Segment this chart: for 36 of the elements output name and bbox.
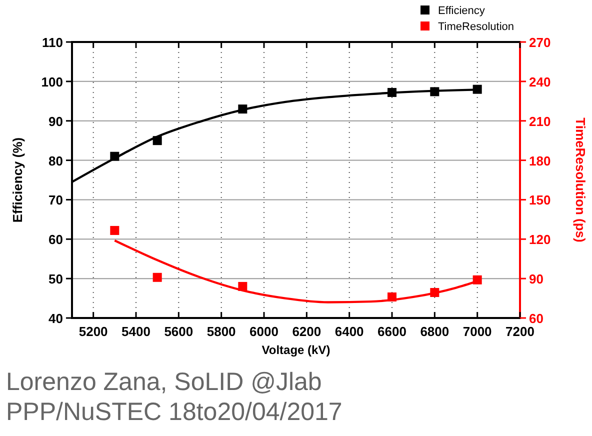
y-tick-label: 70	[48, 192, 63, 208]
x-axis-title: Voltage (kV)	[262, 343, 330, 357]
y-tick-label: 60	[48, 232, 63, 248]
x-tick-label: 7200	[506, 324, 534, 339]
y2-tick-label: 270	[529, 35, 551, 50]
x-tick-label: 5600	[164, 324, 194, 339]
y2-tick-label: 240	[529, 74, 551, 90]
x-tick-label: 6400	[334, 324, 364, 339]
y2-tick-label: 120	[529, 232, 551, 248]
y-tick-label: 90	[48, 114, 63, 129]
x-tick-label: 6000	[250, 324, 278, 339]
legend-label: Efficiency	[438, 5, 486, 17]
text: PPP/NuSTEC 18to20/04/2017	[6, 398, 342, 426]
y-tick-label: 40	[48, 311, 63, 326]
y-tick-label: 100	[41, 74, 63, 90]
y2-tick-label: 90	[529, 272, 544, 287]
text: Lorenzo Zana, SoLID @Jlab	[6, 368, 322, 396]
x-tick-label: 6600	[378, 324, 406, 339]
x-tick-label: 5800	[206, 324, 236, 339]
y2-axis-title: TimeResolution (ps)	[573, 118, 588, 242]
x-tick-label: 5400	[122, 324, 150, 339]
y-tick-label: 80	[48, 153, 63, 168]
point	[152, 272, 162, 282]
y-tick-label: 110	[42, 35, 63, 50]
point	[110, 226, 120, 235]
x-tick-label: 7000	[462, 324, 492, 339]
y2-tick-label: 60	[529, 311, 544, 326]
x-tick-label: 6800	[420, 324, 450, 339]
y-tick-label: 50	[48, 272, 63, 287]
x-tick-label: 6200	[292, 324, 322, 339]
y2-tick-label: 180	[529, 153, 551, 168]
y2-tick-label: 210	[529, 114, 551, 129]
x-tick-label: 5200	[78, 324, 108, 339]
legend-label: TimeResolution	[438, 21, 514, 33]
y-axis-title: Efficiency (%)	[10, 137, 25, 223]
y2-tick-label: 150	[529, 192, 551, 208]
